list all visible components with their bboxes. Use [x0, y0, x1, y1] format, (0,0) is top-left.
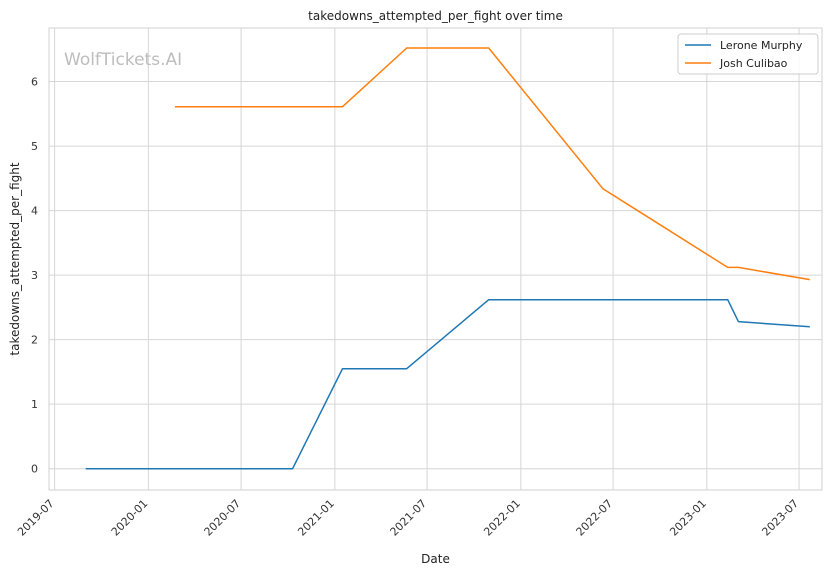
x-tick-label: 2022-01 — [481, 497, 523, 539]
x-tick-label: 2022-07 — [574, 497, 616, 539]
y-tick-label: 0 — [31, 463, 38, 476]
series-layer — [85, 47, 810, 470]
x-tick-label: 2020-07 — [202, 497, 244, 539]
y-tick-label: 6 — [31, 76, 38, 89]
legend: Lerone Murphy Josh Culibao — [677, 33, 819, 75]
y-tick-label: 2 — [31, 334, 38, 347]
y-tick-label: 4 — [31, 205, 38, 218]
series-line — [85, 298, 810, 470]
x-tick-label: 2019-07 — [15, 497, 57, 539]
x-tick-label: 2023-07 — [759, 497, 801, 539]
x-axis: 2019-07 2020-01 2020-07 2021-01 2021-07 2022-… — [15, 497, 801, 539]
y-tick-label: 5 — [31, 140, 38, 153]
plot-area — [48, 27, 823, 491]
x-tick-label: 2020-01 — [109, 497, 151, 539]
plot-frame — [48, 27, 823, 491]
y-axis: 0 1 2 3 4 5 6 — [31, 76, 38, 476]
legend-box — [677, 33, 819, 75]
x-tick-label: 2021-07 — [388, 497, 430, 539]
y-axis-title: takedowns_attempted_per_fight — [8, 162, 22, 355]
legend-label: Josh Culibao — [719, 57, 788, 70]
grid-lines — [49, 28, 822, 490]
chart-title: takedowns_attempted_per_fight over time — [308, 9, 563, 23]
x-tick-label: 2023-01 — [667, 497, 709, 539]
x-axis-title: Date — [421, 552, 450, 566]
watermark: WolfTickets.AI — [64, 50, 182, 70]
y-tick-label: 3 — [31, 269, 38, 282]
x-tick-label: 2021-01 — [295, 497, 337, 539]
series-line — [174, 47, 810, 281]
y-tick-label: 1 — [31, 398, 38, 411]
legend-label: Lerone Murphy — [720, 39, 803, 52]
